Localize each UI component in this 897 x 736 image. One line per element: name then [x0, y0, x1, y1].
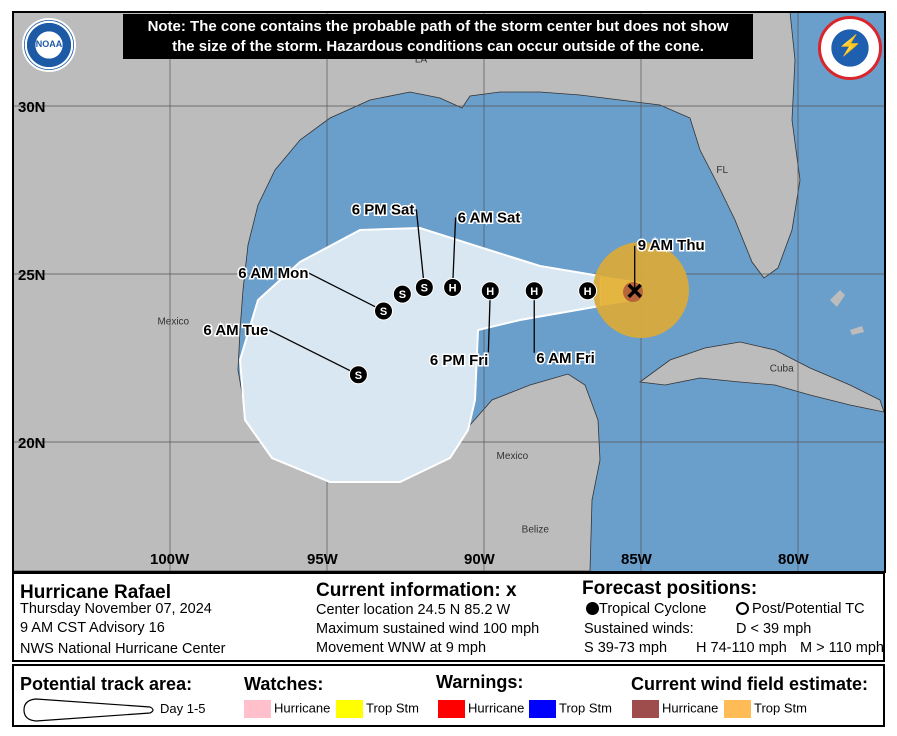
wind-trop-stm: Trop Stm: [724, 700, 807, 718]
forecast-point-type: S: [380, 306, 387, 318]
warning-hurricane: Hurricane: [438, 700, 524, 718]
forecast-point-S: [348, 365, 368, 385]
forecast-time-label: 6 PM Fri: [430, 352, 488, 369]
orange-swatch: [724, 700, 751, 718]
latitude-label: 20N: [18, 435, 46, 452]
land-bahamas: [830, 290, 864, 335]
warning-trop-stm: Trop Stm: [529, 700, 612, 718]
forecast-point-S: [414, 277, 434, 297]
latitude-label: 25N: [18, 267, 46, 284]
watches-title: Watches:: [244, 674, 324, 694]
forecast-time-label: 6 PM Sat: [352, 201, 415, 218]
leader-line: [415, 209, 425, 288]
noaa-logo: NOAA: [22, 18, 76, 72]
place-label: FL: [716, 165, 728, 176]
forecast-point-H: [524, 281, 544, 301]
forecast-positions-title: Forecast positions:: [582, 578, 758, 599]
forecast-point-type: H: [584, 286, 592, 298]
current-position-x-icon: [627, 283, 642, 299]
note-line-2: the size of the storm. Hazardous conditi…: [172, 38, 704, 55]
longitude-label: 80W: [778, 551, 810, 568]
forecast-time-label: 6 AM Tue: [203, 322, 268, 339]
forecast-point-type: H: [486, 286, 494, 298]
forecast-point-H: [578, 281, 598, 301]
noaa-logo-text: NOAA: [35, 39, 63, 49]
forecast-point-S: [374, 301, 394, 321]
track-area-title: Potential track area:: [20, 674, 193, 694]
forecast-point-H: [443, 277, 463, 297]
forecast-point-H: [480, 281, 500, 301]
storm-info-panel: Hurricane Rafael Thursday November 07, 2…: [12, 572, 885, 662]
forecast-point-type: S: [399, 289, 406, 301]
current-info-title: Current information: x: [316, 580, 517, 601]
filled-circle-icon: [586, 602, 599, 615]
land-north-america: [12, 11, 801, 572]
land-cuba: [638, 341, 885, 413]
longitude-label: 95W: [307, 551, 339, 568]
legend-post-tc: Post/Potential TC: [736, 601, 865, 617]
watch-trop-stm: Trop Stm: [336, 700, 419, 718]
forecast-points: 6 AM Fri 6 PM Fri 6 AM Sat 6 PM Sat 6 AM Mon…: [202, 200, 706, 385]
leader-line: [487, 290, 491, 355]
hazard-legend-panel: Potential track area: Day 1-5 Watches: H…: [12, 664, 885, 727]
place-label: LA: [415, 54, 428, 65]
advisory-date: Thursday November 07, 2024: [20, 601, 212, 617]
longitude-label: 90W: [464, 551, 496, 568]
forecast-point-type: H: [449, 282, 457, 294]
lightning-icon: ⚡: [837, 35, 863, 57]
yellow-swatch: [336, 700, 363, 718]
map-labels: 30N 25N 20N 100W 95W 90W 85W 80W LA FL Mexico Cuba M…: [18, 54, 810, 568]
forecast-point-S: [392, 284, 412, 304]
forecast-time-label: 6 AM Sat: [458, 209, 521, 226]
issuing-center: NWS National Hurricane Center: [20, 641, 226, 657]
pink-swatch: [244, 700, 271, 718]
storm-name: Hurricane Rafael: [20, 582, 172, 603]
wind-hurricane: Hurricane: [632, 700, 718, 718]
movement: Movement WNW at 9 mph: [316, 640, 487, 656]
legend-m: M > 110 mph: [800, 640, 884, 656]
nws-logo: ⚡: [818, 16, 882, 80]
leader-line: [308, 272, 384, 312]
max-wind: Maximum sustained wind 100 mph: [316, 621, 540, 637]
brown-swatch: [632, 700, 659, 718]
hollow-circle-icon: [736, 602, 749, 615]
legend-h: H 74-110 mph: [696, 640, 787, 656]
track-day-label: Day 1-5: [160, 701, 206, 716]
place-label: Mexico: [497, 451, 529, 462]
note-line-1: Note: The cone contains the probable pat…: [147, 18, 729, 35]
forecast-time-label: 6 AM Fri: [536, 350, 595, 367]
leader-line: [268, 329, 359, 376]
longitude-label: 100W: [150, 551, 190, 568]
watch-hurricane: Hurricane: [244, 700, 330, 718]
place-label: Mexico: [157, 316, 189, 327]
red-swatch: [438, 700, 465, 718]
forecast-point-type: S: [355, 370, 362, 382]
blue-swatch: [529, 700, 556, 718]
advisory-number: 9 AM CST Advisory 16: [20, 620, 165, 636]
cone-shape-icon: [23, 698, 154, 722]
center-location: Center location 24.5 N 85.2 W: [316, 602, 511, 618]
latitude-label: 30N: [18, 99, 46, 116]
warnings-title: Warnings:: [436, 672, 524, 692]
longitude-label: 85W: [621, 551, 653, 568]
forecast-time-label: 6 AM Mon: [238, 265, 308, 282]
leader-line: [451, 217, 457, 288]
legend-s: S 39-73 mph: [584, 640, 668, 656]
forecast-point-type: S: [421, 282, 428, 294]
forecast-point-type: H: [530, 286, 538, 298]
place-label: Belize: [522, 525, 550, 536]
forecast-time-label: 9 AM Thu: [638, 237, 705, 254]
wind-field-title: Current wind field estimate:: [631, 674, 869, 694]
forecast-cone: [238, 226, 601, 483]
cone-note: Note: The cone contains the probable pat…: [123, 14, 753, 59]
place-label: Cuba: [770, 363, 794, 374]
legend-d: D < 39 mph: [736, 621, 812, 637]
sustained-winds-label: Sustained winds:: [584, 621, 694, 637]
x-icon: x: [506, 580, 517, 601]
legend-tropical-cyclone: Tropical Cyclone: [586, 601, 706, 617]
